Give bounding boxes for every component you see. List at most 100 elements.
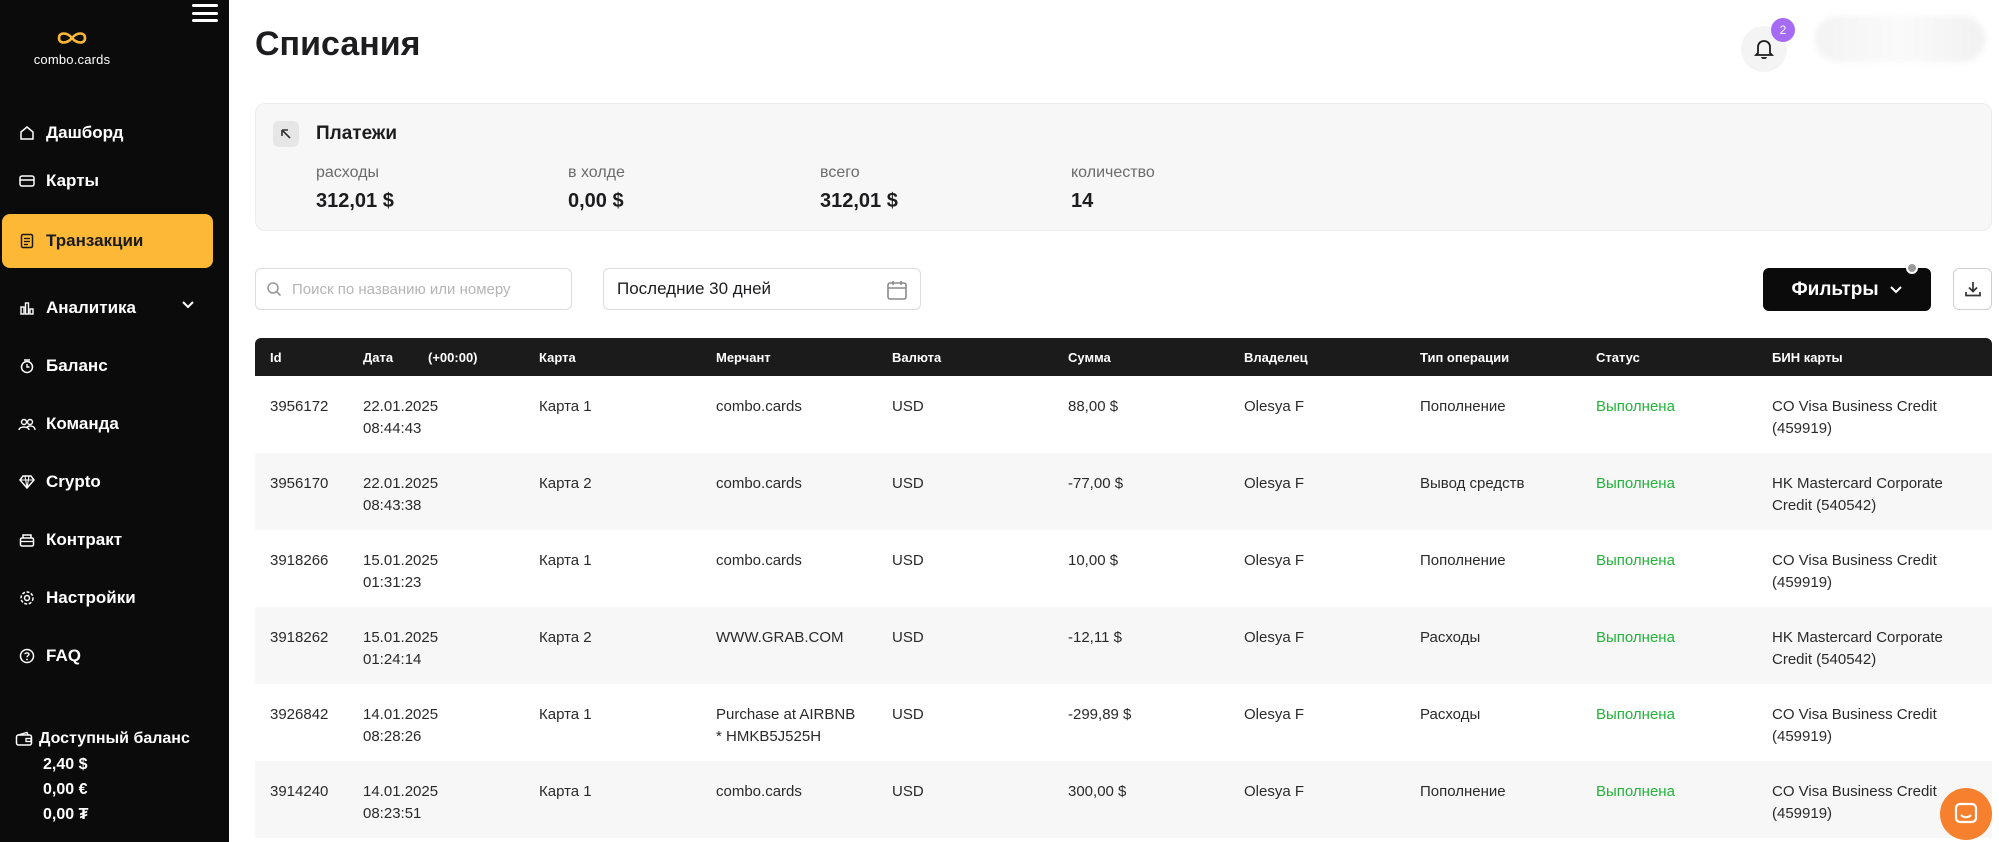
- cell-bin: CO Visa Business Credit (459919): [1772, 781, 1937, 825]
- cell-card: Карта 1: [539, 783, 592, 800]
- search-input[interactable]: [292, 280, 552, 298]
- calendar-icon[interactable]: [886, 279, 908, 301]
- table-row[interactable]: 3918262 15.01.2025 01:24:14 Карта 2 WWW.G…: [255, 607, 1992, 684]
- column-header-status[interactable]: Статус: [1596, 350, 1640, 365]
- stat-label: количество: [1071, 164, 1155, 181]
- column-header-bin[interactable]: БИН карты: [1772, 350, 1843, 365]
- date-range-value: Последние 30 дней: [617, 279, 772, 298]
- menu-icon[interactable]: [192, 2, 218, 24]
- sidebar-item-settings[interactable]: Настройки: [2, 573, 213, 623]
- available-balance: Доступный баланс 2,40 $ 0,00 € 0,00 ₮: [15, 730, 190, 827]
- stat-value: 0,00 $: [568, 190, 624, 212]
- chevron-down-icon: [1889, 285, 1902, 293]
- status-badge: Выполнена: [1596, 552, 1675, 569]
- cell-merchant-line1: combo.cards: [716, 475, 802, 492]
- wallet-icon: [15, 731, 33, 747]
- cell-amount: 300,00 $: [1068, 783, 1127, 800]
- stat-label: всего: [820, 164, 860, 181]
- cell-bin-line2: (459919): [1772, 805, 1833, 822]
- diamond-icon: [18, 473, 36, 491]
- status-badge: Выполнена: [1596, 629, 1675, 646]
- search-box[interactable]: [255, 268, 572, 310]
- sidebar-item-label: Контракт: [46, 530, 123, 549]
- stat-label: расходы: [316, 164, 379, 181]
- chevron-down-icon[interactable]: [181, 300, 195, 310]
- sidebar-item-cards[interactable]: Карты: [2, 156, 213, 206]
- column-header-type[interactable]: Тип операции: [1420, 350, 1510, 365]
- cell-bin-line1: HK Mastercard Corporate: [1772, 629, 1943, 646]
- notifications-badge: 2: [1771, 18, 1795, 42]
- column-header-owner[interactable]: Владелец: [1244, 350, 1308, 365]
- cell-merchant-line2: * HMKB5J525H: [716, 728, 822, 745]
- cell-id: 3918266: [270, 552, 329, 569]
- cell-currency: USD: [892, 552, 924, 569]
- sidebar-item-crypto[interactable]: Crypto: [2, 457, 213, 507]
- cell-date: 14.01.2025: [363, 783, 439, 800]
- column-header-card[interactable]: Карта: [539, 350, 576, 365]
- cell-time: 01:31:23: [363, 574, 422, 591]
- cell-id: 3956170: [270, 475, 329, 492]
- date-range-picker[interactable]: Последние 30 дней: [603, 268, 921, 310]
- cell-owner: Olesya F: [1244, 475, 1305, 492]
- cell-date: 22.01.2025: [363, 398, 439, 415]
- sidebar-item-contract[interactable]: Контракт: [2, 515, 213, 565]
- cell-bin-line1: CO Visa Business Credit: [1772, 398, 1937, 415]
- sidebar-item-faq[interactable]: FAQ: [2, 631, 213, 681]
- table-row[interactable]: 3926842 14.01.2025 08:28:26 Карта 1 Purch…: [255, 684, 1992, 761]
- sidebar-item-dashboard[interactable]: Дашборд: [2, 108, 213, 158]
- table-row[interactable]: 3914240 14.01.2025 08:23:51 Карта 1 combo…: [255, 761, 1992, 838]
- stat-total: всего 312,01 $: [820, 164, 898, 213]
- filters-button[interactable]: Фильтры: [1763, 268, 1931, 311]
- user-profile[interactable]: [1815, 16, 1985, 62]
- column-header-id[interactable]: Id: [270, 350, 282, 365]
- column-header-amount[interactable]: Сумма: [1068, 350, 1111, 365]
- sidebar-item-label: Настройки: [46, 588, 136, 607]
- sidebar-item-team[interactable]: Команда: [2, 399, 213, 449]
- column-header-date[interactable]: Дата: [363, 350, 394, 365]
- cell-bin-line2: (459919): [1772, 420, 1833, 437]
- cell-type: Расходы: [1420, 706, 1481, 723]
- cell-merchant: Purchase at AIRBNB * HMKB5J525H: [716, 704, 855, 748]
- cell-bin-line1: CO Visa Business Credit: [1772, 552, 1937, 569]
- download-button[interactable]: [1953, 268, 1992, 310]
- chat-button[interactable]: [1940, 788, 1992, 840]
- cell-currency: USD: [892, 629, 924, 646]
- cell-bin: CO Visa Business Credit (459919): [1772, 550, 1937, 594]
- cell-id: 3926842: [270, 706, 329, 723]
- cell-time: 01:24:14: [363, 651, 422, 668]
- cell-bin-line1: CO Visa Business Credit: [1772, 783, 1937, 800]
- logo[interactable]: combo.cards: [17, 28, 127, 67]
- sidebar-item-label: Баланс: [46, 356, 108, 375]
- cell-owner: Olesya F: [1244, 398, 1305, 415]
- cell-bin: HK Mastercard Corporate Credit (540542): [1772, 627, 1943, 671]
- sidebar-item-balance[interactable]: Баланс: [2, 341, 213, 391]
- column-header-merchant[interactable]: Мерчант: [716, 350, 771, 365]
- logo-icon: [57, 32, 87, 44]
- stat-value: 312,01 $: [820, 190, 898, 212]
- cell-date: 15.01.2025: [363, 629, 439, 646]
- contract-icon: [18, 531, 36, 549]
- sidebar: combo.cards Дашборд Карты Транзакции А: [0, 0, 229, 842]
- cell-currency: USD: [892, 398, 924, 415]
- sidebar-item-analytics[interactable]: Аналитика: [2, 283, 213, 333]
- table-row[interactable]: 3956170 22.01.2025 08:43:38 Карта 2 combo…: [255, 453, 1992, 530]
- chart-icon: [18, 299, 36, 317]
- cell-card: Карта 1: [539, 398, 592, 415]
- sidebar-item-label: Crypto: [46, 472, 101, 491]
- cell-bin-line2: Credit (540542): [1772, 651, 1877, 668]
- status-badge: Выполнена: [1596, 398, 1675, 415]
- cell-id: 3918262: [270, 629, 329, 646]
- column-header-currency[interactable]: Валюта: [892, 350, 942, 365]
- cell-owner: Olesya F: [1244, 706, 1305, 723]
- cell-currency: USD: [892, 783, 924, 800]
- cell-id: 3914240: [270, 783, 329, 800]
- cell-date: 14.01.2025: [363, 706, 439, 723]
- sidebar-item-label: Аналитика: [46, 298, 136, 317]
- table-row[interactable]: 3956172 22.01.2025 08:44:43 Карта 1 combo…: [255, 376, 1992, 453]
- sidebar-item-label: Дашборд: [46, 123, 124, 142]
- sidebar-item-label: FAQ: [46, 646, 81, 665]
- sidebar-item-transactions[interactable]: Транзакции: [2, 214, 213, 268]
- search-icon: [267, 282, 282, 297]
- table-row[interactable]: 3918266 15.01.2025 01:31:23 Карта 1 combo…: [255, 530, 1992, 607]
